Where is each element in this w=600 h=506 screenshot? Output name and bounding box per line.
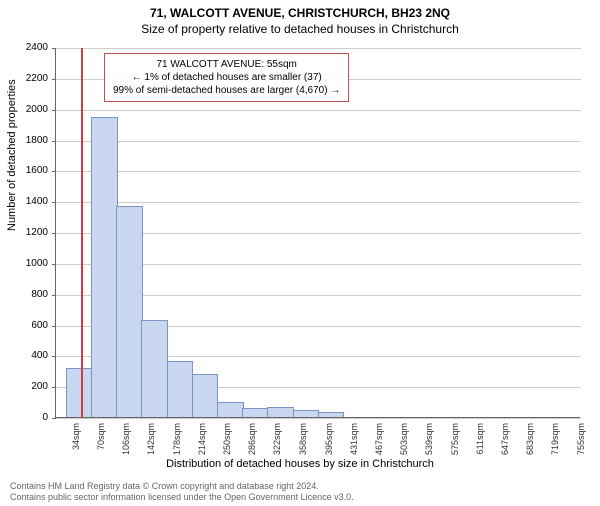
ytick-label: 2200 — [8, 74, 48, 84]
xtick-label: 647sqm — [500, 423, 510, 463]
xtick-label: 142sqm — [146, 423, 156, 463]
bar — [192, 374, 219, 417]
annotation-line: ← 1% of detached houses are smaller (37) — [113, 71, 340, 84]
bar — [91, 117, 118, 417]
xtick-label: 431sqm — [349, 423, 359, 463]
ytick-mark — [52, 233, 56, 234]
ytick-label: 200 — [8, 382, 48, 392]
ytick-mark — [52, 171, 56, 172]
gridline — [56, 141, 581, 142]
xtick-label: 755sqm — [576, 423, 586, 463]
ytick-mark — [52, 141, 56, 142]
xtick-label: 395sqm — [324, 423, 334, 463]
bar — [66, 368, 93, 417]
ytick-mark — [52, 418, 56, 419]
ytick-mark — [52, 110, 56, 111]
gridline — [56, 418, 581, 419]
xtick-label: 214sqm — [197, 423, 207, 463]
title-address: 71, WALCOTT AVENUE, CHRISTCHURCH, BH23 2… — [0, 6, 600, 20]
chart-container: 71, WALCOTT AVENUE, CHRISTCHURCH, BH23 2… — [0, 6, 600, 506]
ytick-mark — [52, 295, 56, 296]
gridline — [56, 202, 581, 203]
ytick-mark — [52, 79, 56, 80]
ytick-label: 2000 — [8, 105, 48, 115]
xtick-label: 503sqm — [399, 423, 409, 463]
xtick-label: 250sqm — [222, 423, 232, 463]
bar — [141, 320, 168, 417]
annotation-line: 99% of semi-detached houses are larger (… — [113, 84, 340, 97]
xtick-label: 70sqm — [96, 423, 106, 463]
footer-line2: Contains public sector information licen… — [10, 492, 354, 503]
x-axis-label: Distribution of detached houses by size … — [0, 458, 600, 470]
xtick-label: 611sqm — [475, 423, 485, 463]
ytick-mark — [52, 387, 56, 388]
gridline — [56, 110, 581, 111]
ytick-label: 1600 — [8, 166, 48, 176]
chart-area: 0200400600800100012001400160018002000220… — [55, 48, 580, 418]
xtick-label: 358sqm — [298, 423, 308, 463]
xtick-label: 106sqm — [121, 423, 131, 463]
ytick-mark — [52, 48, 56, 49]
reference-line — [81, 48, 83, 418]
title-subtitle: Size of property relative to detached ho… — [0, 22, 600, 36]
plot-area: 0200400600800100012001400160018002000220… — [55, 48, 580, 418]
annotation-line: 71 WALCOTT AVENUE: 55sqm — [113, 58, 340, 71]
bar — [318, 412, 345, 417]
xtick-label: 575sqm — [450, 423, 460, 463]
ytick-mark — [52, 202, 56, 203]
xtick-label: 683sqm — [525, 423, 535, 463]
ytick-mark — [52, 356, 56, 357]
xtick-label: 286sqm — [247, 423, 257, 463]
xtick-label: 178sqm — [172, 423, 182, 463]
bar — [293, 410, 320, 417]
ytick-label: 1800 — [8, 136, 48, 146]
xtick-label: 719sqm — [550, 423, 560, 463]
ytick-label: 400 — [8, 351, 48, 361]
xtick-label: 322sqm — [272, 423, 282, 463]
bar — [116, 206, 143, 417]
bar — [217, 402, 244, 417]
gridline — [56, 48, 581, 49]
ytick-label: 0 — [8, 413, 48, 423]
xtick-label: 34sqm — [71, 423, 81, 463]
ytick-mark — [52, 326, 56, 327]
ytick-label: 800 — [8, 290, 48, 300]
footer-line1: Contains HM Land Registry data © Crown c… — [10, 481, 354, 492]
y-axis-label: Number of detached properties — [6, 79, 18, 231]
ytick-label: 1000 — [8, 259, 48, 269]
ytick-label: 600 — [8, 321, 48, 331]
bar — [167, 361, 194, 418]
ytick-label: 2400 — [8, 43, 48, 53]
xtick-label: 467sqm — [374, 423, 384, 463]
ytick-label: 1400 — [8, 197, 48, 207]
ytick-label: 1200 — [8, 228, 48, 238]
bar — [267, 407, 294, 417]
annotation-box: 71 WALCOTT AVENUE: 55sqm← 1% of detached… — [104, 53, 349, 102]
ytick-mark — [52, 264, 56, 265]
gridline — [56, 171, 581, 172]
xtick-label: 539sqm — [424, 423, 434, 463]
bar — [242, 408, 269, 417]
